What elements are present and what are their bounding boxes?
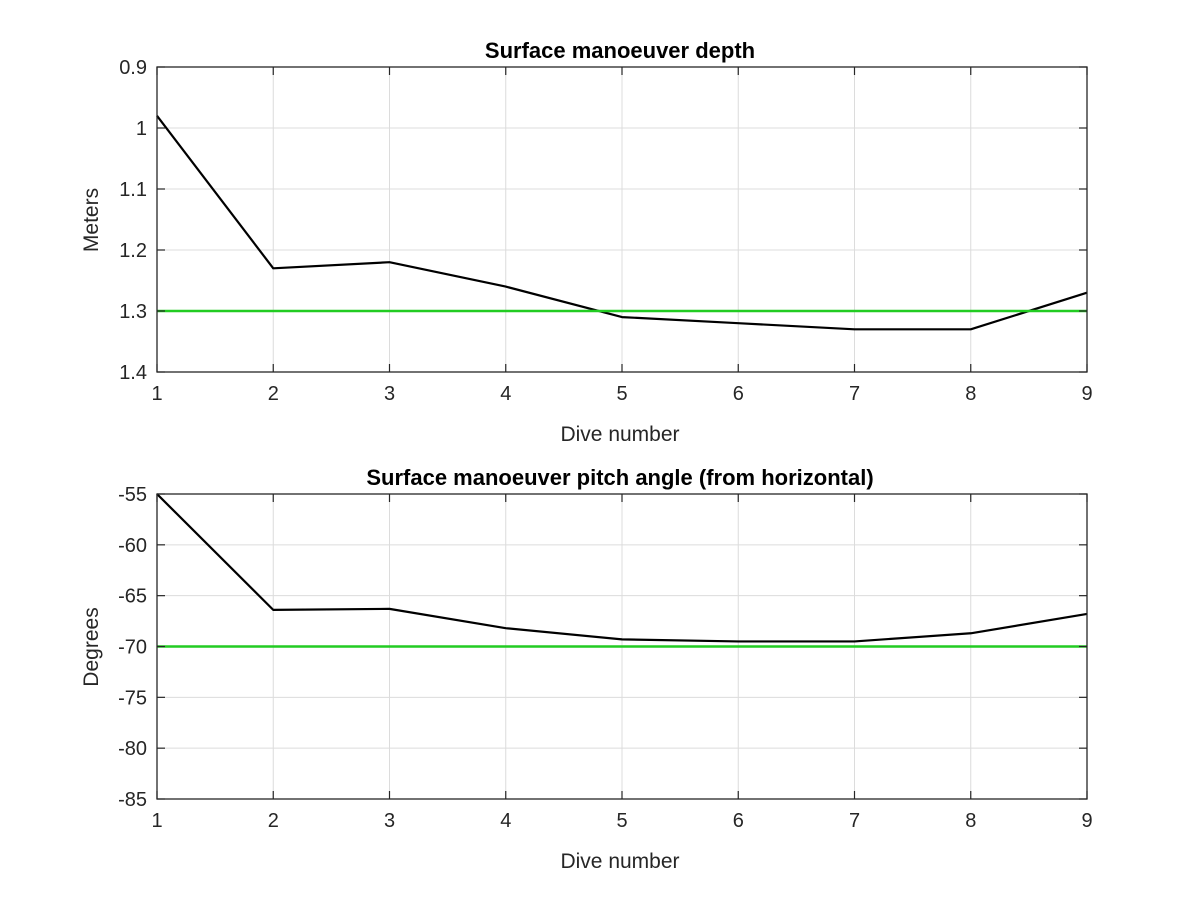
depth-chart-ytick-label: 0.9: [119, 57, 147, 79]
depth-chart-xlabel: Dive number: [560, 423, 679, 446]
pitch-chart-xtick-label: 4: [500, 810, 511, 832]
depth-chart-ylabel: Meters: [80, 188, 103, 252]
pitch-chart-ytick-label: -85: [118, 789, 147, 811]
pitch-chart-ytick-label: -70: [118, 637, 147, 659]
pitch-chart-ytick-label: -65: [118, 586, 147, 608]
pitch-chart-xtick-label: 3: [384, 810, 395, 832]
pitch-chart-ytick-label: -80: [118, 738, 147, 760]
depth-chart-ytick-label: 1.1: [119, 179, 147, 201]
depth-chart-ytick-label: 1.2: [119, 240, 147, 262]
depth-chart-xtick-label: 1: [151, 383, 162, 405]
pitch-chart-ytick-label: -60: [118, 535, 147, 557]
depth-chart-title: Surface manoeuver depth: [485, 38, 755, 63]
pitch-chart-xtick-label: 8: [965, 810, 976, 832]
depth-chart-ytick-label: 1: [136, 118, 147, 140]
depth-chart-ytick-label: 1.3: [119, 301, 147, 323]
pitch-chart-ylabel: Degrees: [80, 607, 103, 686]
depth-chart-xtick-label: 4: [500, 383, 511, 405]
pitch-chart-xtick-label: 7: [849, 810, 860, 832]
depth-chart-series-line: [156, 115, 1088, 331]
depth-chart: Surface manoeuver depth Dive number Mete…: [80, 38, 1093, 446]
pitch-chart-ytick-label: -75: [118, 687, 147, 709]
depth-chart-xtick-label: 9: [1081, 383, 1092, 405]
pitch-chart-xtick-label: 9: [1081, 810, 1092, 832]
pitch-chart-xtick-label: 5: [616, 810, 627, 832]
pitch-chart-series-line: [156, 493, 1088, 643]
depth-chart-xtick-label: 3: [384, 383, 395, 405]
pitch-chart-xtick-label: 2: [268, 810, 279, 832]
depth-chart-xtick-label: 6: [733, 383, 744, 405]
depth-chart-xtick-label: 5: [616, 383, 627, 405]
depth-chart-xtick-label: 2: [268, 383, 279, 405]
pitch-chart-title: Surface manoeuver pitch angle (from hori…: [366, 465, 873, 490]
depth-chart-ytick-label: 1.4: [119, 362, 147, 384]
depth-chart-xtick-label: 8: [965, 383, 976, 405]
pitch-chart-xlabel: Dive number: [560, 850, 679, 873]
depth-chart-xtick-label: 7: [849, 383, 860, 405]
pitch-chart-ytick-label: -55: [118, 484, 147, 506]
pitch-chart-xtick-label: 6: [733, 810, 744, 832]
pitch-chart-xtick-label: 1: [151, 810, 162, 832]
pitch-chart: Surface manoeuver pitch angle (from hori…: [80, 465, 1093, 873]
